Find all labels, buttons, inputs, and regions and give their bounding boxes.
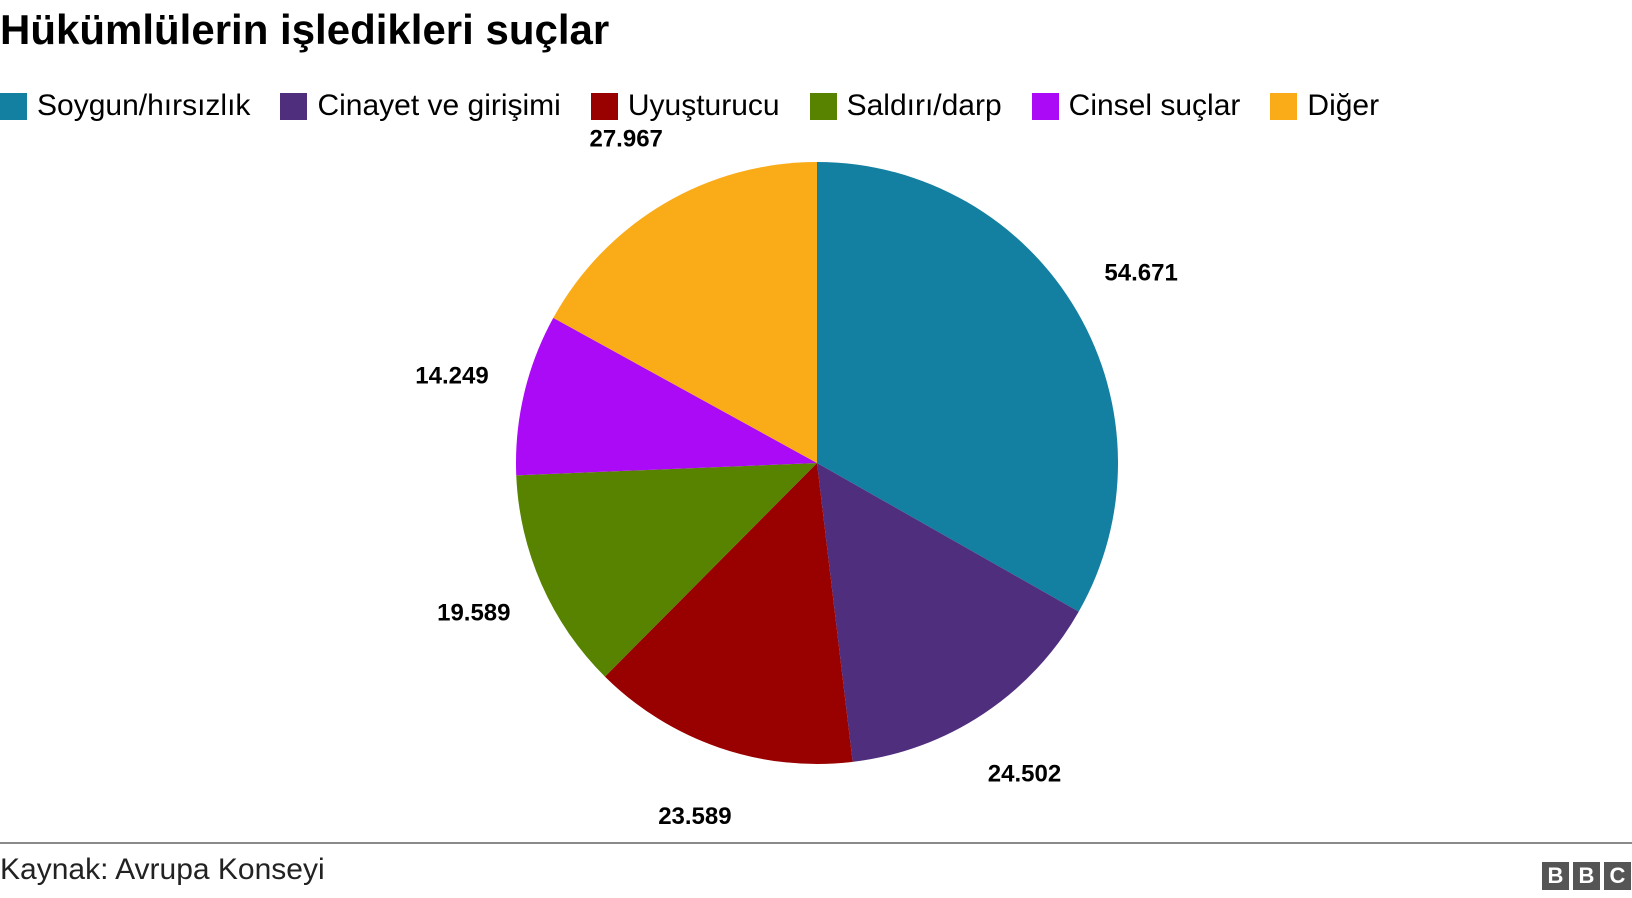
legend-label: Uyuşturucu <box>627 89 780 122</box>
legend-label: Cinsel suçlar <box>1068 89 1241 122</box>
legend-swatch <box>280 92 308 120</box>
legend-item-saldiri: Saldırı/darp <box>809 88 1002 124</box>
chart-title: Hükümlülerin işledikleri suçlar <box>0 6 610 53</box>
legend-label: Soygun/hırsızlık <box>37 89 251 122</box>
legend-swatch <box>590 92 618 120</box>
legend-label: Saldırı/darp <box>846 89 1002 122</box>
pie-slice-diger <box>553 162 817 463</box>
legend-swatch <box>809 92 837 120</box>
legend-item-uyusturucu: Uyuşturucu <box>590 88 780 124</box>
pie-slice-saldiri <box>516 463 817 677</box>
bbc-logo: B B C <box>1542 862 1631 890</box>
pie-slice-cinayet <box>817 463 1079 762</box>
pie-value-label-diger: 27.967 <box>589 126 662 153</box>
bbc-logo-block: C <box>1604 862 1631 890</box>
pie-chart: 54.671 24.502 23.589 19.589 14.249 27.967 <box>415 126 1178 830</box>
legend-item-cinayet: Cinayet ve girişimi <box>280 88 561 124</box>
pie-value-label-saldiri: 19.589 <box>437 600 510 627</box>
legend-label: Diğer <box>1307 89 1380 122</box>
pie-value-label-cinsel: 14.249 <box>415 362 488 389</box>
legend-swatch <box>1270 92 1298 120</box>
pie-slice-soygun <box>817 162 1119 612</box>
pie-slice-uyusturucu <box>604 463 853 765</box>
pie-value-label-cinayet: 24.502 <box>988 761 1061 788</box>
pie-slice-cinsel <box>515 317 817 476</box>
pie-value-label-soygun: 54.671 <box>1104 260 1177 287</box>
pie-labels: 54.671 24.502 23.589 19.589 14.249 27.967 <box>415 126 1178 830</box>
legend-item-cinsel: Cinsel suçlar <box>1031 88 1241 124</box>
legend-swatch <box>1031 92 1059 120</box>
legend-item-soygun: Soygun/hırsızlık <box>0 88 250 124</box>
bbc-logo-block: B <box>1573 862 1600 890</box>
pie-slices <box>515 162 1119 765</box>
legend-label: Cinayet ve girişimi <box>317 89 561 122</box>
pie-value-label-uyusturucu: 23.589 <box>658 803 731 830</box>
source-note: Kaynak: Avrupa Konseyi <box>0 853 325 886</box>
chart-legend: Soygun/hırsızlık Cinayet ve girişimi Uyu… <box>0 86 1409 126</box>
footer-divider <box>0 842 1632 844</box>
legend-item-diger: Diğer <box>1270 88 1379 124</box>
bbc-logo-block: B <box>1542 862 1569 890</box>
legend-swatch <box>0 92 27 120</box>
